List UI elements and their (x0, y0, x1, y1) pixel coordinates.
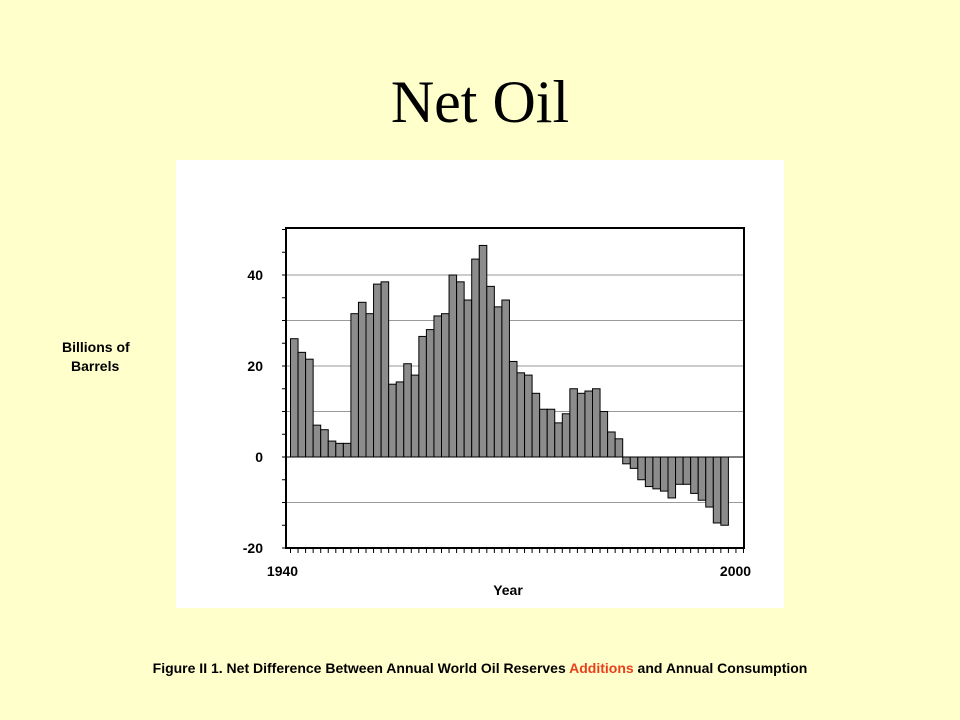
bar (335, 442, 344, 458)
bar (478, 244, 488, 458)
x-axis-label: Year (493, 582, 523, 598)
bar (622, 456, 631, 465)
plot-frame (285, 227, 745, 549)
bar (441, 313, 450, 458)
bar (720, 456, 729, 526)
bar (493, 306, 503, 458)
bar (410, 374, 420, 458)
x-tick-label: 2000 (720, 563, 751, 579)
bar (357, 301, 367, 458)
bar (312, 424, 322, 458)
bar (644, 456, 654, 488)
bar (501, 299, 510, 458)
bar (539, 408, 548, 458)
bar (667, 456, 677, 499)
bar (705, 456, 714, 508)
bar (659, 456, 669, 492)
bar (516, 372, 526, 458)
bar (652, 456, 661, 490)
bar (305, 358, 314, 458)
y-tick-label: 0 (255, 449, 263, 465)
caption-suffix: and Annual Consumption (633, 660, 808, 676)
bar (388, 383, 397, 458)
caption-highlight: Additions (569, 660, 634, 676)
bar (637, 456, 646, 481)
bar (350, 313, 359, 458)
bar (592, 388, 601, 458)
bar (614, 438, 624, 458)
y-tick-label: 40 (247, 267, 263, 283)
bar-layer (290, 244, 729, 526)
bar (599, 411, 609, 458)
bar (456, 281, 465, 458)
axis-layer (282, 227, 745, 553)
bar (629, 456, 639, 469)
bar (320, 429, 329, 458)
bar (403, 363, 412, 458)
bar (576, 392, 586, 458)
bar (508, 360, 518, 458)
figure-caption: Figure II 1. Net Difference Between Annu… (0, 660, 960, 676)
bar (531, 392, 541, 458)
bar (524, 374, 533, 458)
bar (342, 442, 352, 458)
label-layer: -20 0 20 40 1940 2000 (243, 267, 752, 579)
bar (697, 456, 707, 501)
bar (546, 408, 556, 458)
bar (682, 456, 692, 485)
bar (675, 456, 684, 485)
bar (425, 329, 435, 458)
bar (418, 335, 427, 458)
bar (554, 422, 563, 458)
bar (433, 315, 443, 458)
bar (471, 258, 480, 458)
bar (486, 285, 495, 458)
bar (712, 456, 722, 524)
bar (607, 431, 616, 458)
bar (380, 281, 390, 458)
bar (297, 351, 307, 458)
bar (290, 338, 299, 458)
bar (395, 381, 405, 458)
bar (584, 390, 594, 458)
y-tick-label: 20 (247, 358, 263, 374)
bar (561, 413, 571, 458)
x-tick-label: 1940 (267, 563, 298, 579)
bar (327, 440, 337, 458)
bar (365, 313, 375, 458)
bar (448, 274, 458, 458)
bar (463, 299, 473, 458)
bar (690, 456, 699, 494)
y-axis-label: Billions of Barrels (62, 338, 130, 376)
bar (373, 283, 382, 458)
y-axis-label-line1: Billions of (62, 339, 130, 355)
bar (569, 388, 578, 458)
caption-prefix: Figure II 1. Net Difference Between Annu… (152, 660, 570, 676)
y-axis-label-line2: Barrels (71, 358, 120, 374)
y-tick-label: -20 (243, 540, 263, 556)
slide-title: Net Oil (390, 69, 570, 135)
